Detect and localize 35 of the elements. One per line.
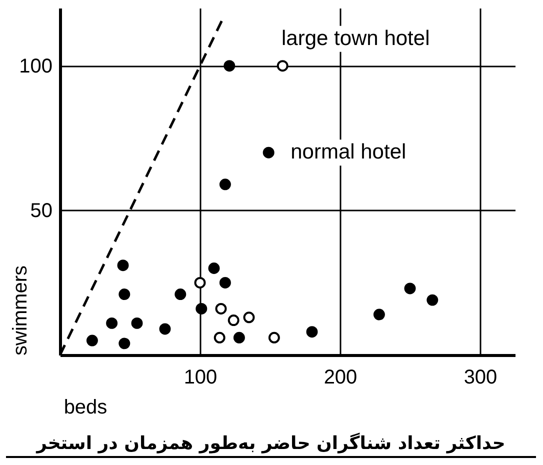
point	[118, 288, 130, 300]
point	[233, 332, 245, 344]
point	[268, 332, 280, 344]
point	[117, 260, 129, 272]
point	[219, 276, 231, 288]
point	[306, 326, 318, 338]
point	[426, 294, 438, 306]
point	[118, 338, 130, 350]
point	[228, 314, 240, 326]
x-axis-title: beds	[64, 396, 108, 418]
point	[373, 308, 385, 320]
point	[159, 323, 171, 335]
point	[404, 282, 416, 294]
x-tick-label: 200	[324, 366, 358, 388]
point	[86, 334, 98, 346]
point	[215, 303, 227, 314]
point	[276, 60, 288, 72]
point	[214, 332, 226, 344]
point	[262, 146, 274, 158]
annotation: normal hotel	[290, 140, 406, 164]
point	[131, 317, 143, 329]
point	[106, 317, 118, 329]
y-tick-label: 50	[30, 200, 52, 222]
point	[174, 288, 186, 300]
point	[208, 262, 220, 274]
point	[243, 312, 255, 324]
text: حداکثر تعداد شناگران حاضر به‌طور همزمان در استخر	[6, 431, 536, 456]
point	[224, 60, 236, 72]
point	[196, 303, 208, 314]
y-axis-title: swimmers	[10, 266, 32, 356]
x-tick-label: 300	[464, 366, 498, 388]
x-tick-label: 100	[184, 366, 218, 388]
point	[194, 276, 206, 288]
annotation: large town hotel	[281, 26, 430, 50]
point	[219, 178, 231, 190]
